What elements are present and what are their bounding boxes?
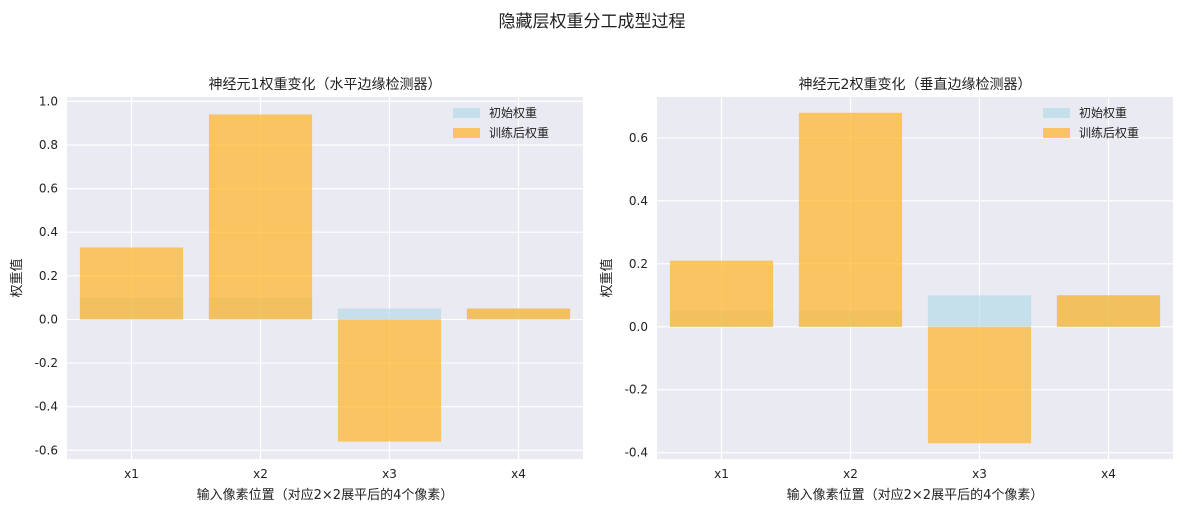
legend-swatch (1043, 128, 1070, 138)
y-tick-label: -0.2 (35, 356, 58, 370)
y-tick-label: -0.4 (625, 446, 648, 460)
x-axis-label: 输入像素位置（对应2×2展平后的4个像素） (197, 487, 454, 503)
x-tick-label: x2 (253, 467, 268, 481)
bar-trained-weight (79, 247, 184, 320)
bar-initial-weight (927, 295, 1032, 327)
legend-label: 训练后权重 (489, 125, 549, 140)
x-tick-label: x4 (511, 467, 526, 481)
legend-swatch (1043, 108, 1070, 118)
y-tick-label: 1.0 (39, 94, 58, 108)
y-axis-label: 权重值 (599, 258, 615, 297)
y-tick-label: 0.0 (39, 312, 58, 326)
y-tick-label: 0.0 (629, 320, 648, 334)
y-tick-label: 0.4 (629, 194, 648, 208)
legend-label: 初始权重 (1079, 106, 1127, 120)
figure-title: 隐藏层权重分工成型过程 (499, 12, 686, 32)
y-tick-label: 0.8 (39, 138, 58, 152)
legend-label: 训练后权重 (1079, 125, 1139, 140)
bar-trained-weight (798, 112, 903, 327)
x-tick-label: x1 (714, 467, 729, 481)
y-tick-label: 0.2 (629, 257, 648, 271)
subplot-neuron-2: 神经元2权重变化（垂直边缘检测器） 输入像素位置（对应2×2展平后的4个像素） … (599, 76, 1173, 503)
subplot-title: 神经元1权重变化（水平边缘检测器） (209, 77, 442, 93)
y-tick-label: 0.6 (629, 131, 648, 145)
x-tick-label: x3 (972, 467, 987, 481)
y-axis-label: 权重值 (9, 258, 25, 297)
bar-trained-weight (208, 114, 313, 320)
x-tick-label: x4 (1101, 467, 1116, 481)
subplot-title: 神经元2权重变化（垂直边缘检测器） (799, 76, 1032, 93)
y-tick-label: -0.6 (35, 443, 58, 457)
x-tick-label: x3 (382, 467, 397, 481)
subplot-neuron-1: 神经元1权重变化（水平边缘检测器） 输入像素位置（对应2×2展平后的4个像素） … (9, 77, 583, 503)
y-tick-label: 0.2 (39, 269, 58, 283)
y-tick-label: -0.4 (35, 400, 58, 414)
legend-swatch (453, 108, 480, 118)
y-tick-label: -0.2 (625, 383, 648, 397)
bar-trained-weight (337, 319, 442, 442)
legend-label: 初始权重 (489, 106, 537, 120)
bar-trained-weight (669, 260, 774, 327)
legend-swatch (453, 128, 480, 138)
bar-initial-weight (337, 308, 442, 320)
bar-trained-weight (927, 326, 1032, 444)
y-tick-label: 0.6 (39, 182, 58, 196)
x-tick-label: x2 (843, 467, 858, 481)
x-tick-label: x1 (124, 467, 139, 481)
bar-trained-weight (1056, 295, 1161, 327)
y-tick-label: 0.4 (39, 225, 58, 239)
bar-trained-weight (466, 308, 571, 320)
x-axis-label: 输入像素位置（对应2×2展平后的4个像素） (787, 487, 1044, 503)
